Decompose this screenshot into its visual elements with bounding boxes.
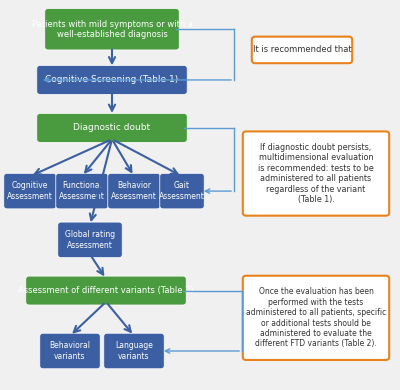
FancyBboxPatch shape [37, 66, 187, 94]
FancyBboxPatch shape [4, 173, 56, 209]
FancyBboxPatch shape [37, 113, 187, 142]
FancyBboxPatch shape [243, 131, 389, 216]
FancyBboxPatch shape [160, 173, 204, 209]
FancyBboxPatch shape [58, 222, 122, 257]
FancyBboxPatch shape [45, 9, 179, 50]
Text: Functional
Assessment: Functional Assessment [59, 181, 105, 201]
Text: Behavior
Assessment: Behavior Assessment [111, 181, 157, 201]
Text: Global rating
Assessment: Global rating Assessment [65, 230, 115, 250]
Text: Cognitive Screening (Table 1): Cognitive Screening (Table 1) [45, 75, 179, 85]
Text: Once the evaluation has been
performed with the tests
administered to all patien: Once the evaluation has been performed w… [246, 287, 386, 348]
FancyBboxPatch shape [26, 276, 186, 305]
FancyBboxPatch shape [108, 173, 160, 209]
FancyBboxPatch shape [243, 276, 389, 360]
FancyBboxPatch shape [252, 37, 352, 63]
Text: If diagnostic doubt persists,
multidimensional evaluation
is recommended: tests : If diagnostic doubt persists, multidimen… [258, 143, 374, 204]
Text: Patients with mild symptoms or with a
well-established diagnosis: Patients with mild symptoms or with a we… [32, 20, 192, 39]
Text: Language
variants: Language variants [115, 341, 153, 361]
Text: Behavioral
variants: Behavioral variants [50, 341, 90, 361]
Text: Diagnostic doubt: Diagnostic doubt [74, 123, 150, 133]
FancyBboxPatch shape [40, 333, 100, 369]
FancyBboxPatch shape [104, 333, 164, 369]
Text: It is recommended that: It is recommended that [253, 45, 351, 55]
Text: Cognitive
Assessment: Cognitive Assessment [7, 181, 53, 201]
FancyBboxPatch shape [56, 173, 108, 209]
Text: Gait
Assessment: Gait Assessment [159, 181, 205, 201]
Text: Assessment of different variants (Table 2): Assessment of different variants (Table … [18, 286, 194, 295]
